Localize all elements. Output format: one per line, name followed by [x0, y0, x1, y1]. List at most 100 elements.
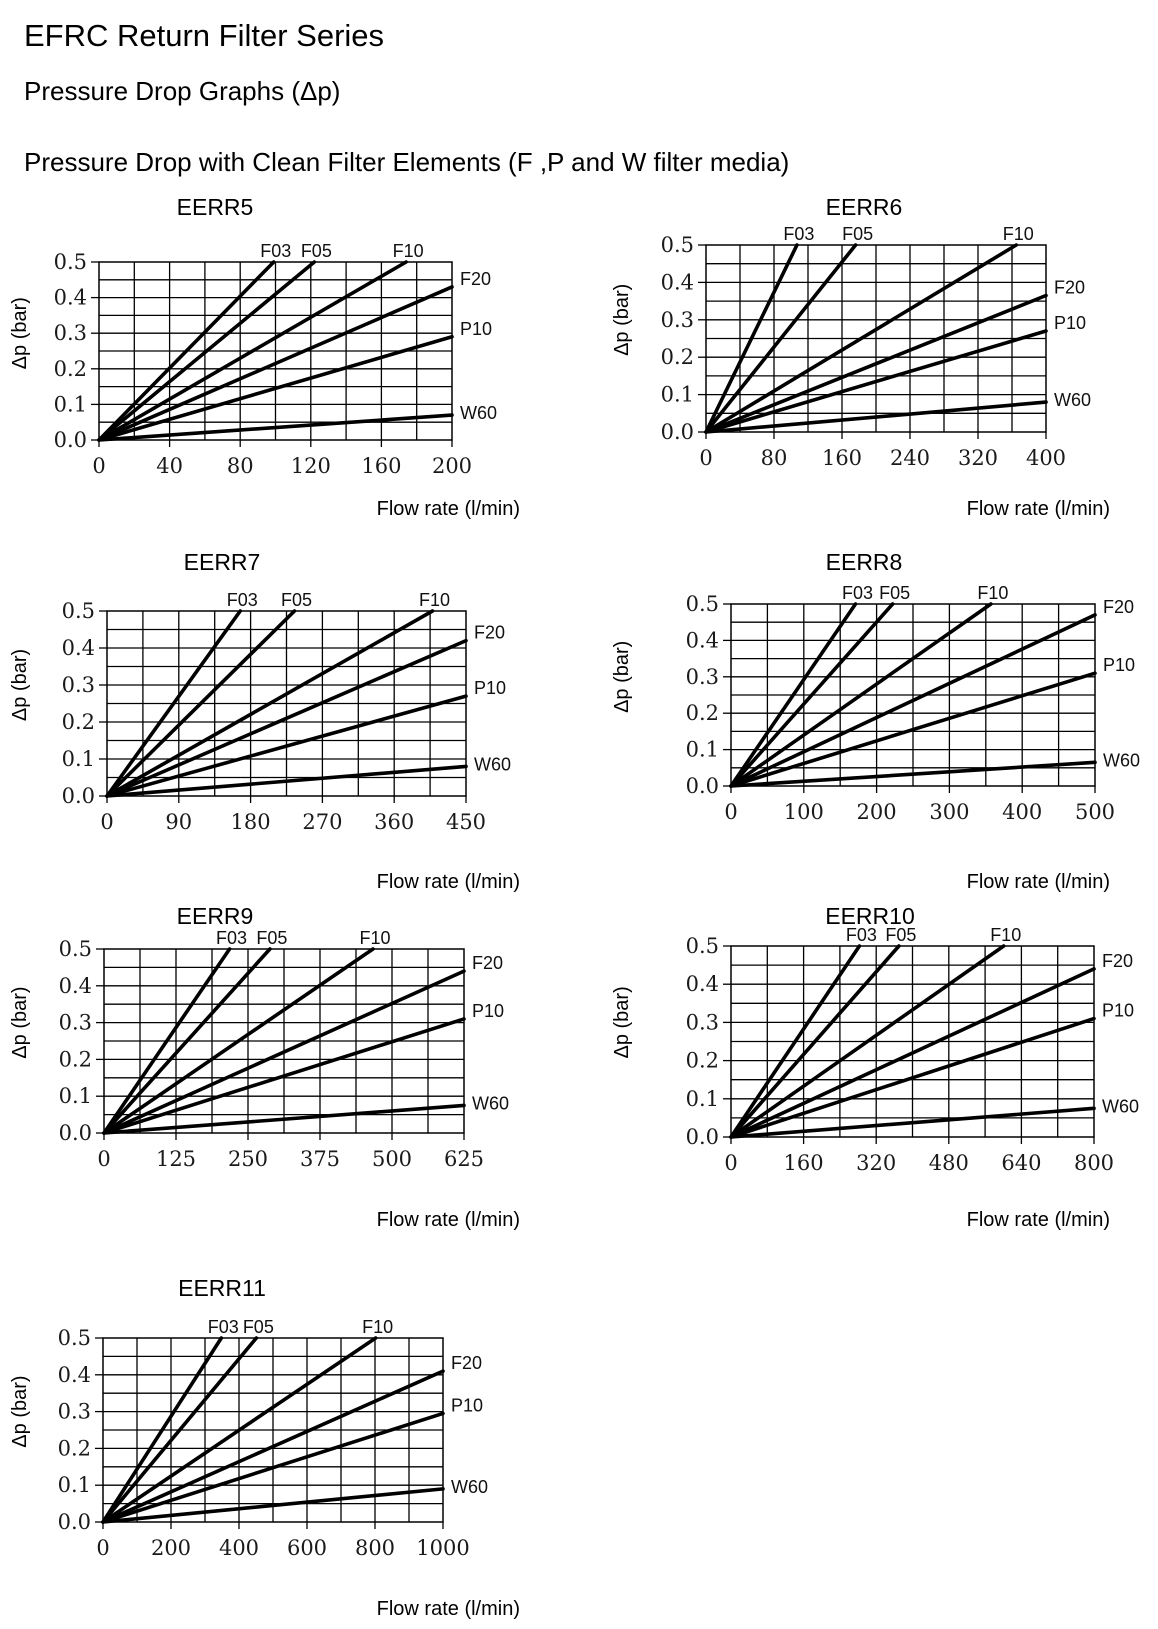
series-line-f20: [729, 613, 1097, 788]
series-line-p10: [102, 1017, 466, 1135]
y-tick-label: 0.0: [686, 1125, 719, 1149]
plot-frame: [730, 945, 1095, 1138]
series-label-p10: P10: [1103, 655, 1135, 675]
series-label-f10: F10: [393, 241, 424, 261]
series-line-f03: [102, 947, 232, 1135]
x-tick-label: 320: [856, 1151, 896, 1175]
series-line-f20: [101, 1369, 445, 1524]
y-tick-label: 0.3: [661, 308, 694, 332]
page-title: EFRC Return Filter Series: [24, 18, 385, 53]
series-label-f03: F03: [227, 590, 258, 610]
series-line-f05: [101, 1336, 259, 1524]
x-tick-label: 1000: [416, 1536, 469, 1560]
series-label-p10: P10: [460, 319, 492, 339]
series-label-f10: F10: [362, 1317, 393, 1337]
y-tick-label: 0.1: [686, 738, 719, 762]
series-line-p10: [97, 334, 454, 442]
plot-frame: [705, 244, 1047, 433]
x-tick-label: 200: [151, 1536, 191, 1560]
section-title: Pressure Drop with Clean Filter Elements…: [24, 147, 790, 177]
series-line-f10: [97, 260, 408, 442]
y-axis-label: Δp (bar): [9, 297, 31, 369]
x-tick-label: 180: [231, 810, 271, 834]
series-label-f20: F20: [472, 953, 503, 973]
series-label-f05: F05: [879, 583, 910, 603]
series-label-f05: F05: [281, 590, 312, 610]
series-line-w60: [97, 413, 454, 442]
series-line-f05: [105, 609, 297, 798]
series-line-f03: [97, 260, 276, 442]
y-tick-label: 0.5: [686, 934, 719, 958]
series-line-f05: [704, 243, 858, 434]
y-tick-label: 0.4: [58, 1363, 91, 1387]
plot-frame: [730, 603, 1096, 787]
y-tick-label: 0.2: [661, 345, 694, 369]
x-axis-label: Flow rate (l/min): [967, 1209, 1110, 1231]
series-line-f10: [704, 243, 1019, 434]
y-tick-label: 0.1: [661, 383, 694, 407]
x-axis-label: Flow rate (l/min): [377, 871, 520, 893]
series-label-w60: W60: [474, 754, 511, 774]
x-tick-label: 270: [302, 810, 342, 834]
series-label-f20: F20: [451, 1353, 482, 1373]
series-line-f03: [101, 1336, 224, 1524]
series-label-f20: F20: [1054, 277, 1085, 297]
series-label-f20: F20: [460, 269, 491, 289]
series-label-f03: F03: [842, 583, 873, 603]
y-tick-label: 0.2: [686, 701, 719, 725]
series-label-w60: W60: [460, 403, 497, 423]
series-line-f10: [102, 947, 375, 1135]
y-axis-label: Δp (bar): [611, 284, 633, 356]
y-tick-label: 0.1: [62, 747, 95, 771]
series-line-f03: [105, 609, 243, 798]
series-line-f03: [729, 944, 862, 1139]
x-tick-label: 120: [291, 454, 331, 478]
x-tick-label: 125: [156, 1147, 196, 1171]
y-tick-label: 0.2: [62, 710, 95, 734]
x-tick-label: 90: [165, 810, 192, 834]
series-line-f20: [102, 969, 466, 1135]
series-line-p10: [105, 694, 468, 798]
series-line-w60: [729, 760, 1097, 788]
series-label-p10: P10: [451, 1395, 483, 1415]
series-line-f10: [729, 602, 993, 788]
y-tick-label: 0.0: [59, 1121, 92, 1145]
x-tick-label: 400: [219, 1536, 259, 1560]
series-line-w60: [101, 1487, 445, 1524]
y-tick-label: 0.0: [54, 428, 87, 452]
series-line-f10: [101, 1336, 378, 1524]
chart-eerr11: EERR11 0.0 0.1 0.2 0.3 0.4 0.5 0 200 400 600 800 100…: [9, 1275, 520, 1620]
series-line-p10: [101, 1411, 445, 1524]
y-tick-label: 0.1: [686, 1087, 719, 1111]
x-tick-label: 0: [96, 1536, 109, 1560]
y-axis-label: Δp (bar): [9, 986, 31, 1058]
series-label-f10: F10: [990, 925, 1021, 945]
chart-eerr5: EERR5 0.0 0.1 0.2 0.3 0.4 0.5 0 40 80 120 160 200 Δp …: [9, 194, 520, 520]
x-tick-label: 0: [97, 1147, 110, 1171]
series-label-f05: F05: [885, 925, 916, 945]
series-label-f03: F03: [846, 925, 877, 945]
chart-eerr9: EERR9 0.0 0.1 0.2 0.3 0.4 0.5 0 125 250 375 500 625 Δ…: [9, 903, 520, 1231]
y-tick-label: 0.4: [62, 636, 95, 660]
y-tick-label: 0.5: [54, 250, 87, 274]
x-tick-label: 0: [724, 1151, 737, 1175]
series-line-f03: [729, 602, 858, 788]
series-line-f05: [97, 260, 317, 442]
y-tick-label: 0.1: [58, 1473, 91, 1497]
y-tick-label: 0.2: [54, 357, 87, 381]
series-label-f10: F10: [359, 928, 390, 948]
y-axis-label: Δp (bar): [9, 1375, 31, 1447]
series-label-f10: F10: [419, 590, 450, 610]
plot-frame: [102, 1337, 444, 1523]
series-line-f03: [704, 243, 799, 434]
y-tick-label: 0.3: [686, 665, 719, 689]
chart-title: EERR9: [177, 903, 254, 929]
series-label-p10: P10: [1102, 1001, 1134, 1021]
x-tick-label: 375: [300, 1147, 340, 1171]
series-label-p10: P10: [1054, 313, 1086, 333]
y-tick-label: 0.4: [686, 628, 719, 652]
chart-eerr6: EERR6 0.0 0.1 0.2 0.3 0.4 0.5 0 80 160 240 320 400 Δp…: [611, 194, 1110, 520]
y-tick-label: 0.3: [59, 1011, 92, 1035]
chart-title: EERR8: [826, 549, 903, 575]
x-axis-label: Flow rate (l/min): [377, 1598, 520, 1620]
